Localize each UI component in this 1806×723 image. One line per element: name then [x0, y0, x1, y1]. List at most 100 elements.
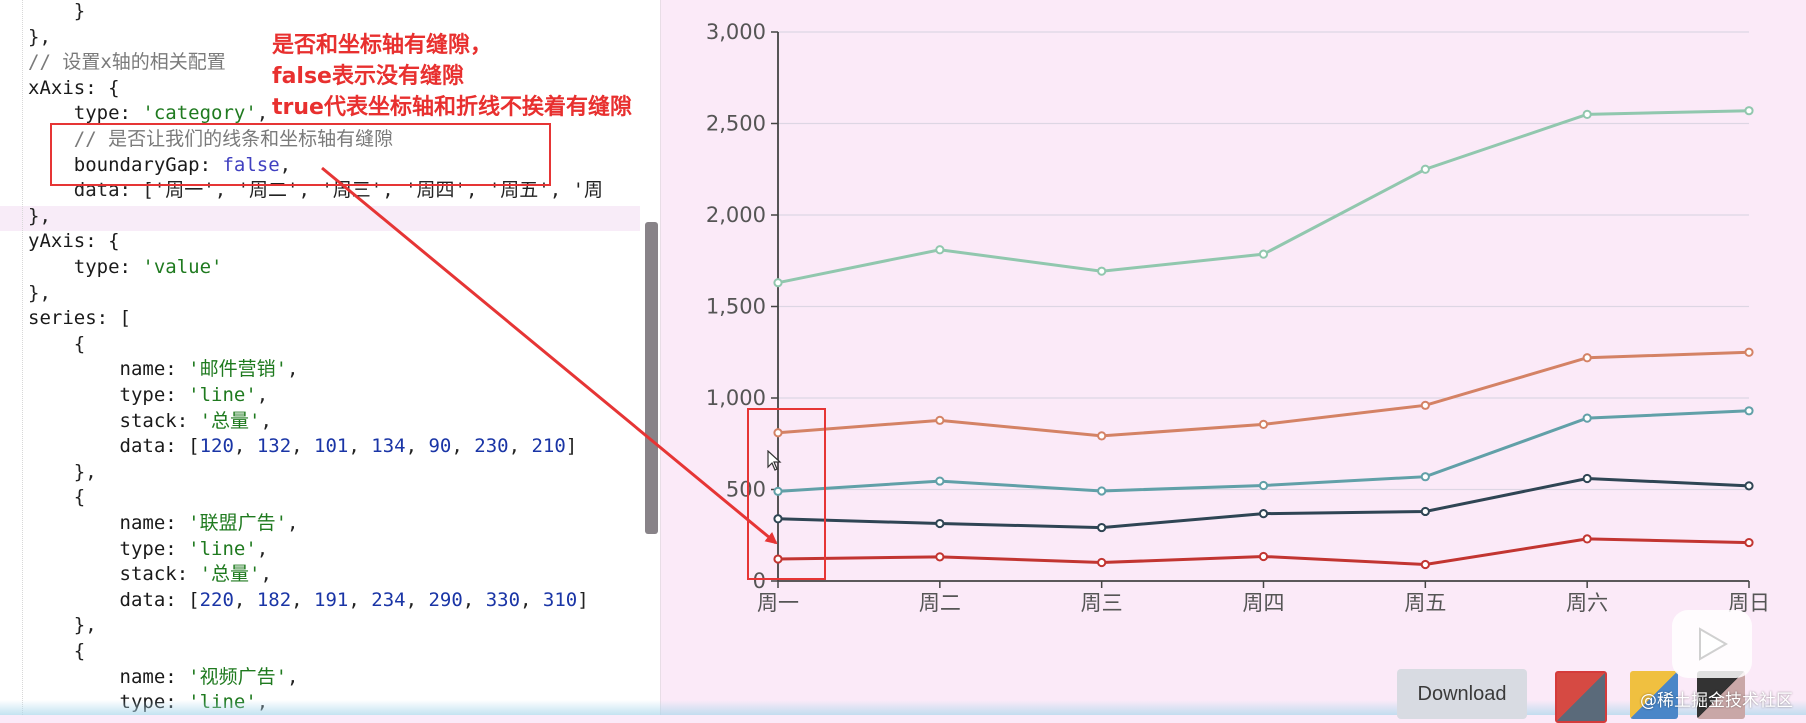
code-token: ,: [348, 435, 372, 458]
code-token: 134: [371, 435, 406, 458]
data-point: [1582, 413, 1592, 423]
code-line: name: '视频广告',: [28, 664, 299, 690]
code-highlight-box: [50, 123, 551, 186]
code-token: ,: [520, 588, 543, 611]
code-token: name:: [28, 665, 189, 688]
data-point: [1097, 557, 1107, 568]
data-point: [935, 476, 945, 486]
data-point: [1744, 537, 1754, 548]
code-token: 'value': [142, 256, 223, 278]
download-button[interactable]: Download: [1397, 669, 1527, 719]
data-point: [1097, 522, 1107, 533]
code-token: '联盟广告': [188, 512, 288, 534]
theme-thumbnail-3[interactable]: [1697, 671, 1745, 719]
code-token: ,: [279, 153, 292, 176]
code-token: 'category': [142, 102, 257, 125]
code-token: '邮件营销': [188, 358, 288, 381]
code-token: ,: [405, 435, 429, 458]
code-token: 120: [199, 435, 234, 458]
code-line: stack: '总量',: [28, 561, 272, 587]
code-token: 310: [542, 588, 578, 611]
code-token: ,: [348, 588, 372, 611]
code-token: type:: [28, 537, 189, 560]
code-token: 230: [474, 435, 509, 458]
data-point: [1420, 400, 1430, 410]
data-point: [1097, 431, 1107, 441]
code-token: 'line': [188, 384, 257, 406]
data-point: [1420, 506, 1430, 517]
code-token: 182: [256, 588, 292, 611]
data-point: [773, 514, 783, 524]
code-line: // 设置x轴的相关配置: [28, 49, 226, 75]
code-token: },: [28, 204, 51, 227]
annotation-line-3: true代表坐标轴和折线不挨着有缝隙: [272, 95, 632, 120]
data-point: [1744, 106, 1754, 116]
code-token: data: [: [28, 435, 200, 458]
chart-highlight-box: [747, 408, 826, 580]
data-point: [1420, 472, 1430, 482]
code-line: name: '邮件营销',: [28, 356, 299, 382]
data-point: [1744, 406, 1754, 416]
editor-scrollbar-thumb[interactable]: [645, 222, 658, 534]
data-point: [1582, 353, 1592, 363]
data-point: [1258, 249, 1269, 259]
code-line: stack: '总量',: [28, 408, 272, 434]
code-line: // 是否让我们的线条和坐标轴有缝隙: [28, 126, 393, 152]
code-line: },: [28, 280, 51, 306]
data-point: [1582, 109, 1592, 119]
code-line: {: [28, 331, 85, 357]
code-token: ,: [287, 512, 299, 534]
arrow-line: [321, 166, 778, 545]
code-token: false: [222, 153, 280, 176]
code-token: '视频广告': [188, 665, 288, 688]
data-point: [1582, 534, 1592, 544]
data-point: [935, 245, 945, 255]
x-tick-label: 周五: [1404, 591, 1446, 615]
mouse-cursor-icon: [767, 450, 782, 471]
y-tick-label: 1,000: [706, 386, 766, 410]
code-token: stack:: [28, 409, 200, 432]
data-point: [1258, 551, 1269, 562]
code-line: data: [120, 132, 101, 134, 90, 230, 210]: [28, 433, 578, 459]
code-token: ]: [577, 588, 589, 611]
x-tick-label: 周四: [1243, 591, 1285, 615]
play-button[interactable]: [1672, 610, 1752, 678]
y-tick-label: 3,000: [706, 20, 766, 44]
code-token: // 是否让我们的线条和坐标轴有缝隙: [28, 128, 394, 150]
code-token: ,: [256, 384, 269, 406]
code-line: xAxis: {: [28, 75, 120, 101]
code-token: 101: [314, 435, 349, 458]
code-token: {: [28, 486, 86, 509]
data-point: [1744, 481, 1754, 491]
code-token: yAxis: {: [28, 230, 120, 253]
data-point: [1097, 486, 1107, 496]
code-token: ,: [508, 435, 532, 458]
code-token: series: [: [28, 307, 131, 330]
code-token: '总量': [199, 563, 261, 586]
code-token: 90: [428, 435, 452, 458]
code-token: '总量': [199, 409, 261, 432]
chart-labels: 0 500 1,000 1,500 2,000 2,500 3,000 周一 周二 周三 周四 周五 周…: [706, 20, 1770, 615]
watermark: @稀土掘金技术社区: [1640, 691, 1793, 711]
y-tick-label: 0: [753, 569, 766, 593]
code-line: type: 'line',: [28, 382, 269, 408]
data-point: [935, 518, 945, 529]
code-token: 'line': [188, 537, 257, 560]
y-tick-label: 2,000: [706, 203, 766, 227]
data-point: [773, 428, 783, 438]
chart-series: [773, 106, 1754, 570]
current-line-highlight: [0, 206, 640, 231]
theme-thumbnail-2[interactable]: [1630, 671, 1678, 719]
code-token: stack:: [28, 563, 200, 586]
theme-thumbnail-1[interactable]: [1555, 671, 1607, 723]
code-token: ,: [260, 563, 272, 586]
code-token: 191: [314, 588, 349, 611]
code-token: ,: [256, 537, 269, 560]
y-tick-label: 2,500: [706, 112, 766, 136]
play-icon: [1699, 627, 1728, 661]
code-line: boundaryGap: false,: [28, 152, 291, 178]
data-point: [1420, 164, 1430, 174]
code-line: data: [220, 182, 191, 234, 290, 330, 310…: [28, 587, 589, 613]
code-token: name:: [28, 358, 189, 381]
